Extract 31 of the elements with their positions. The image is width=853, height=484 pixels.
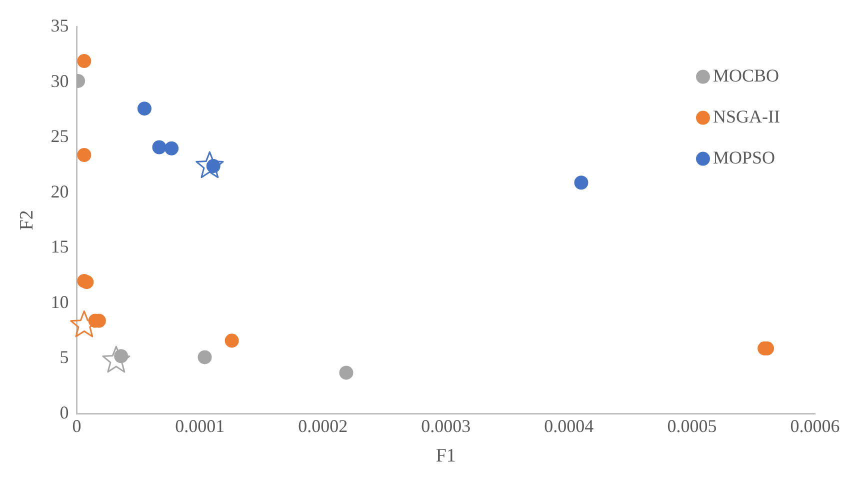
point xyxy=(102,346,130,373)
y-axis-title: F2 xyxy=(16,210,38,230)
x-tick-label: 0.0002 xyxy=(298,416,348,436)
legend-label: MOCBO xyxy=(713,66,780,86)
y-tick-label: 35 xyxy=(50,16,69,36)
point xyxy=(339,366,354,380)
y-tick-label: 0 xyxy=(60,402,69,422)
x-tick-label: 0.0004 xyxy=(544,416,594,436)
y-tick-label: 30 xyxy=(50,70,69,91)
point xyxy=(164,141,179,156)
point xyxy=(77,54,92,68)
point xyxy=(137,102,152,116)
point xyxy=(77,148,92,162)
x-axis-title: F1 xyxy=(436,446,456,467)
x-tick-label: 0 xyxy=(72,416,82,436)
y-tick-label: 25 xyxy=(50,126,69,146)
y-tick-label: 20 xyxy=(50,181,69,202)
point xyxy=(198,350,212,364)
x-tick-label: 0.0001 xyxy=(175,416,225,436)
y-tick-label: 15 xyxy=(50,236,69,257)
point xyxy=(152,140,166,154)
point xyxy=(574,176,588,190)
y-tick-label: 5 xyxy=(60,347,69,368)
point xyxy=(196,151,224,178)
legend-label: NSGA-II xyxy=(713,106,780,127)
x-tick-label: 0.0003 xyxy=(421,416,471,436)
y-tick-label: 10 xyxy=(50,292,69,312)
point xyxy=(224,334,239,348)
x-tick-label: 0.0005 xyxy=(667,416,717,436)
x-tick-label: 0.0006 xyxy=(790,416,840,436)
legend-label: MOPSO xyxy=(713,148,776,168)
